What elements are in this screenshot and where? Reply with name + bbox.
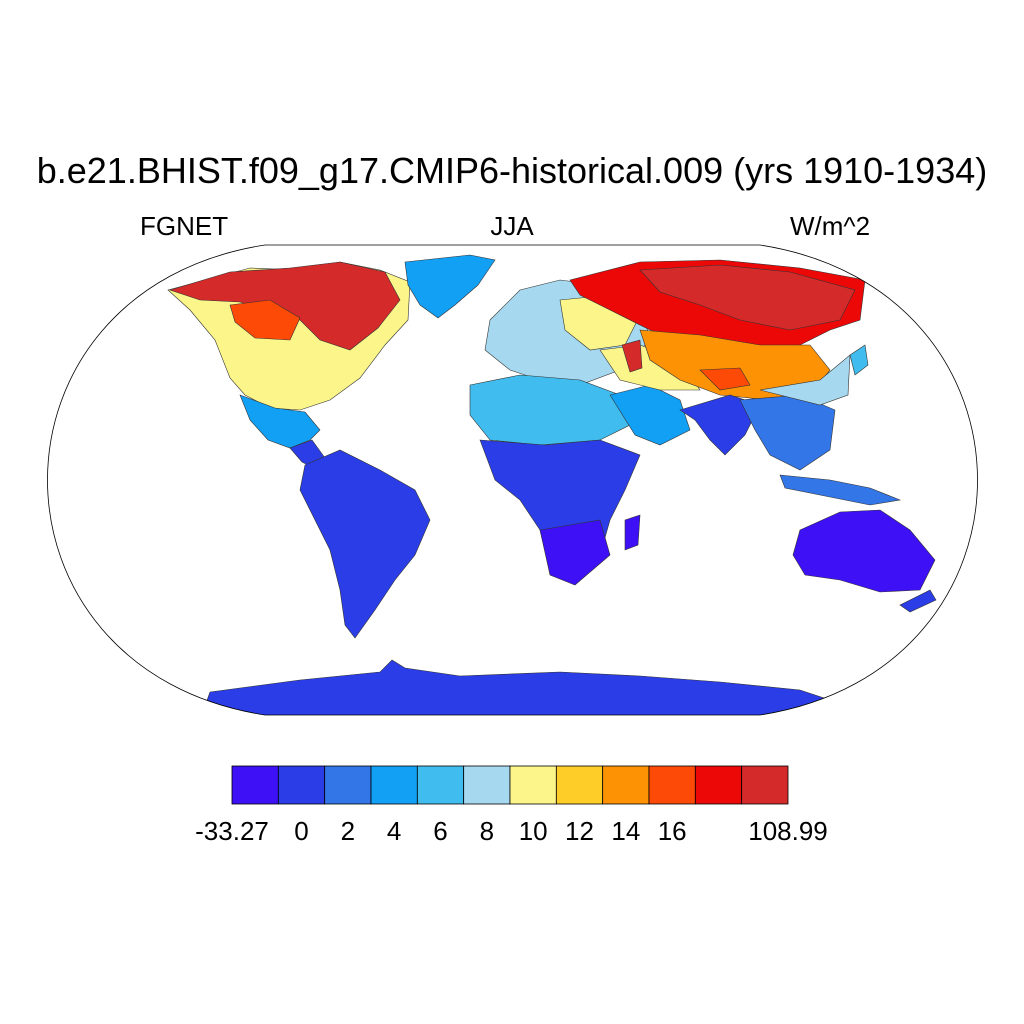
region-sahara [469,374,641,446]
map-boundary [47,244,978,716]
colorbar-label: 108.99 [748,816,828,846]
colorbar-box [370,765,418,805]
region-eastern-siberia [639,264,856,331]
region-japan [849,344,869,376]
colorbar-box [231,765,279,805]
colorbar-label: 12 [565,816,594,846]
colorbar-box [602,765,650,805]
region-greenland [404,254,496,319]
region-mexico [239,394,321,449]
colorbar-label: 4 [387,816,401,846]
colorbar-label: 0 [294,816,308,846]
colorbar-box [277,765,326,805]
region-caspian [621,339,643,373]
region-canada-orange [229,299,301,341]
region-india [679,394,761,456]
region-south-america [299,449,431,639]
colorbar-label: 2 [341,816,355,846]
region-mongolia [699,367,751,391]
region-antarctica [199,659,841,715]
colorbar-label: 10 [519,816,548,846]
region-new-zealand [899,589,937,613]
colorbar-label: 16 [658,816,687,846]
colorbar-box [324,765,372,805]
colorbar-label: -33.27 [195,816,269,846]
variable-label: FGNET [140,211,229,241]
colorbar-box [509,765,557,805]
region-east-asia [759,354,851,406]
colorbar-box [416,765,465,805]
colorbar-box [463,765,511,805]
colorbar-label: 6 [433,816,447,846]
season-label: JJA [490,211,534,241]
colorbar-box [741,765,789,805]
colorbar-box [648,765,696,805]
region-australia [792,509,936,593]
region-madagascar [624,514,641,551]
figure-title: b.e21.BHIST.f09_g17.CMIP6-historical.009… [36,150,988,191]
region-southeast-asia [739,394,836,471]
colorbar-label: 14 [611,816,640,846]
region-southern-africa [539,519,611,586]
colorbar: -33.27 0 2 4 6 8 10 12 14 16 108.99 [195,765,828,846]
units-label: W/m^2 [790,211,871,241]
map-land-layer [167,254,937,715]
region-indonesia [779,474,902,506]
colorbar-box [555,765,604,805]
colorbar-box [694,765,743,805]
colorbar-label: 8 [480,816,494,846]
